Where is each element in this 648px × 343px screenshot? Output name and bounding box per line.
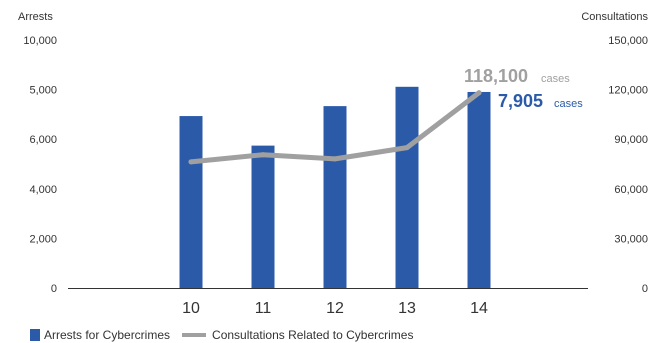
line-point	[476, 90, 482, 96]
x-tick-label: 14	[470, 300, 488, 317]
right-tick-label: 120,000	[608, 85, 648, 97]
legend-swatch-bar	[30, 329, 40, 341]
annotation-consult-unit: cases	[541, 73, 570, 85]
x-tick-label: 12	[326, 300, 344, 317]
legend-swatch-line	[182, 333, 207, 337]
bar	[323, 106, 347, 289]
bar	[251, 145, 275, 288]
x-tick-label: 11	[255, 300, 272, 317]
line-point	[332, 156, 338, 162]
line-point	[404, 145, 410, 151]
annotation-arrest-unit: cases	[554, 98, 583, 110]
line-point	[260, 152, 266, 158]
annotation-consult-value: 118,100	[464, 66, 528, 86]
left-tick-label: 0	[51, 283, 57, 295]
left-tick-label: 4,000	[29, 184, 57, 196]
right-tick-label: 150,000	[608, 35, 648, 47]
line-series	[188, 90, 482, 165]
right-tick-label: 30,000	[614, 233, 648, 245]
right-tick-label: 90,000	[614, 134, 648, 146]
tick-labels: 0 2,000 4,000 6,000 5,000 10,000 0 30,000 60,000…	[23, 35, 648, 317]
legend-item-arrests: Arrests for Cybercrimes	[30, 328, 170, 342]
annotation-arrests: 7,905 cases	[498, 91, 583, 111]
line-point	[188, 159, 194, 165]
left-tick-label: 2,000	[29, 233, 57, 245]
left-tick-label: 6,000	[29, 134, 57, 146]
left-tick-label: 10,000	[23, 35, 57, 47]
legend-label-consultations: Consultations Related to Cybercrimes	[212, 328, 414, 342]
x-tick-label: 13	[398, 300, 416, 317]
bar	[395, 86, 419, 288]
legend-label-arrests: Arrests for Cybercrimes	[44, 328, 171, 342]
annotation-consultations: 118,100 cases	[464, 66, 570, 86]
left-axis-title: Arrests	[18, 11, 53, 23]
legend: Arrests for Cybercrimes Consultations Re…	[30, 328, 425, 342]
bar	[179, 116, 203, 288]
x-tick-label: 10	[182, 300, 200, 317]
right-tick-label: 60,000	[614, 184, 648, 196]
left-tick-label: 5,000	[29, 85, 57, 97]
annotation-arrest-value: 7,905	[498, 91, 543, 111]
right-tick-label: 0	[642, 283, 648, 295]
bar-series	[179, 86, 491, 289]
right-axis-title: Consultations	[581, 11, 648, 23]
bar	[467, 91, 491, 289]
legend-item-consultations: Consultations Related to Cybercrimes	[182, 328, 413, 342]
